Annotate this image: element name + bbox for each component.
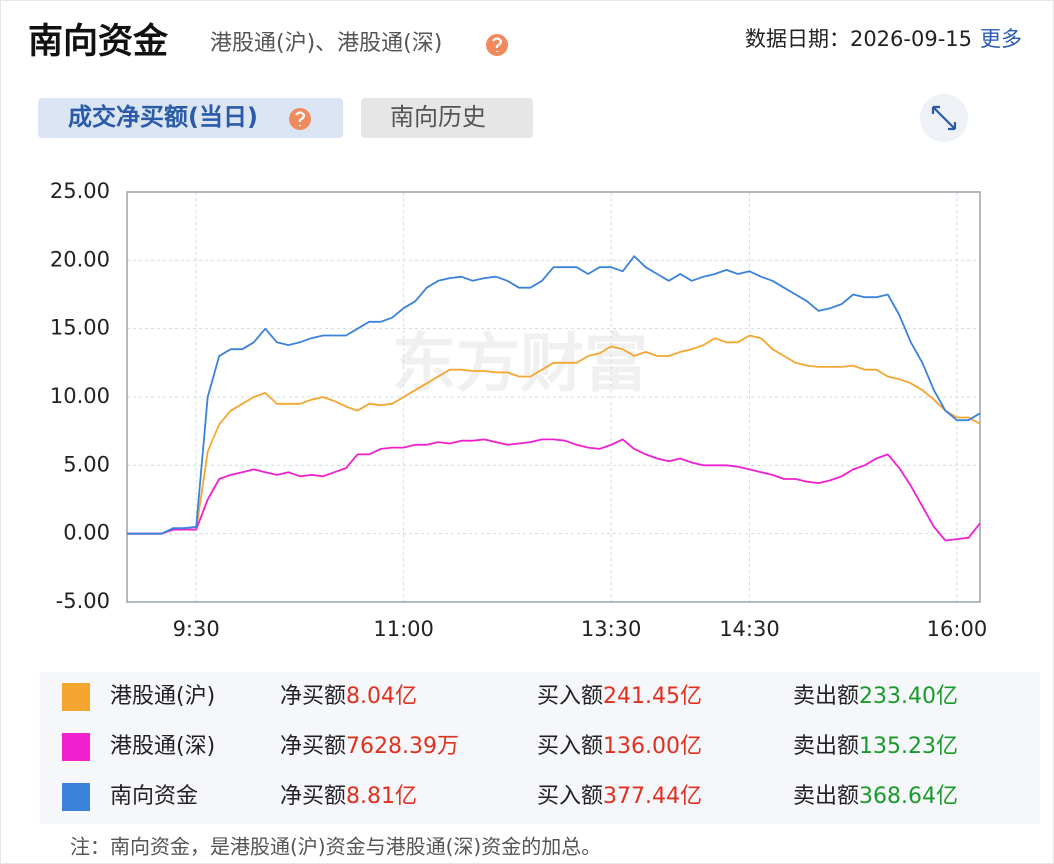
- y-tick-label: 5.00: [63, 452, 110, 476]
- summary-panel: [40, 672, 1040, 824]
- legend-swatch: [62, 733, 90, 761]
- watermark: 东方财富: [392, 328, 648, 402]
- legend-label: 港股通(沪): [110, 684, 215, 709]
- legend-swatch: [62, 683, 90, 711]
- summary-cell: 净买额8.04亿: [280, 684, 417, 709]
- note: 注：南向资金，是港股通(沪)资金与港股通(深)资金的加总。: [70, 835, 601, 859]
- x-tick-label: 9:30: [173, 617, 220, 641]
- help-icon[interactable]: [486, 34, 508, 56]
- summary-value: 368.64亿: [859, 784, 958, 809]
- x-tick-label: 16:00: [927, 617, 988, 641]
- y-tick-label: 20.00: [50, 247, 110, 271]
- summary-label: 卖出额: [793, 734, 859, 759]
- x-tick-label: 14:30: [719, 617, 780, 641]
- y-tick-label: 10.00: [50, 384, 110, 408]
- summary-value: 8.04亿: [346, 684, 417, 709]
- summary-cell: 卖出额368.64亿: [793, 784, 958, 809]
- plot-frame: [126, 191, 981, 603]
- summary-cell: 买入额241.45亿: [537, 684, 702, 709]
- summary-label: 净买额: [280, 784, 346, 809]
- subtitle: 港股通(沪)、港股通(深): [210, 31, 442, 56]
- series-line: [127, 255, 981, 535]
- summary-label: 买入额: [537, 734, 603, 759]
- summary-label: 买入额: [537, 684, 603, 709]
- summary-value: 136.00亿: [603, 734, 702, 759]
- summary-value: 7628.39万: [346, 734, 459, 759]
- summary-value: 8.81亿: [346, 784, 417, 809]
- x-tick-label: 11:00: [373, 617, 434, 641]
- title: 南向资金: [28, 21, 169, 62]
- tab[interactable]: [361, 98, 533, 138]
- summary: 港股通(沪) 净买额8.04亿 买入额241.45亿 卖出额233.40亿港股通(深)…: [62, 683, 958, 811]
- y-tick-label: -5.00: [56, 589, 110, 613]
- series-line: [127, 438, 981, 542]
- summary-label: 卖出额: [793, 784, 859, 809]
- summary-cell: 净买额7628.39万: [280, 734, 459, 759]
- legend-swatch: [62, 783, 90, 811]
- summary-cell: 买入额377.44亿: [537, 784, 702, 809]
- summary-label: 净买额: [280, 734, 346, 759]
- date-label: 数据日期：2026-09-15: [745, 27, 972, 51]
- y-tick-label: 25.00: [50, 179, 110, 203]
- summary-value: 135.23亿: [859, 734, 958, 759]
- tab-label[interactable]: 成交净买额(当日): [68, 103, 258, 131]
- summary-cell: 卖出额233.40亿: [793, 684, 958, 709]
- tab-active[interactable]: [38, 98, 343, 138]
- summary-label: 净买额: [280, 684, 346, 709]
- summary-label: 买入额: [537, 784, 603, 809]
- legend-label: 南向资金: [110, 784, 198, 809]
- tab-label[interactable]: 南向历史: [390, 103, 486, 131]
- expand-button[interactable]: [920, 94, 968, 142]
- legend-label: 港股通(深): [110, 734, 215, 759]
- series-line: [127, 334, 981, 535]
- chart: 东方财富 -5.00 0.00 5.00 10.00 15.00 20.00 25.00 9:3…: [50, 179, 987, 641]
- y-tick-label: 0.00: [63, 521, 110, 545]
- summary-cell: 卖出额135.23亿: [793, 734, 958, 759]
- summary-value: 233.40亿: [859, 684, 958, 709]
- y-tick-label: 15.00: [50, 316, 110, 340]
- tab-help-icon: [289, 108, 311, 130]
- more-link[interactable]: 更多: [980, 27, 1022, 51]
- summary-cell: 净买额8.81亿: [280, 784, 417, 809]
- summary-cell: 买入额136.00亿: [537, 734, 702, 759]
- summary-value: 241.45亿: [603, 684, 702, 709]
- summary-value: 377.44亿: [603, 784, 702, 809]
- x-tick-label: 13:30: [581, 617, 642, 641]
- summary-label: 卖出额: [793, 684, 859, 709]
